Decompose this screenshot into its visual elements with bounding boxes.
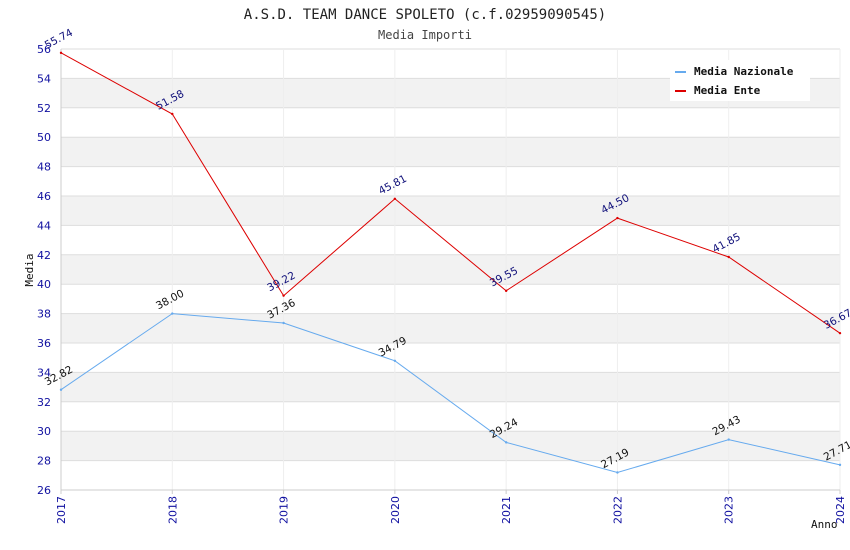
x-tick-label: 2024 <box>834 496 847 524</box>
y-tick-label: 40 <box>37 278 51 291</box>
plot-band <box>61 313 840 343</box>
x-tick-label: 2018 <box>166 496 179 524</box>
legend-box <box>670 60 810 101</box>
y-tick-label: 42 <box>37 249 51 262</box>
y-tick-label: 54 <box>37 72 51 85</box>
y-tick-label: 50 <box>37 131 51 144</box>
plot-band <box>61 372 840 402</box>
data-point <box>59 388 63 391</box>
y-tick-label: 38 <box>37 308 51 321</box>
data-point <box>282 321 285 325</box>
grid-lines <box>60 48 841 491</box>
x-tick-label: 2017 <box>55 496 68 524</box>
data-point <box>171 112 174 116</box>
legend-label-ente: Media Ente <box>694 84 761 97</box>
chart-title: A.S.D. TEAM DANCE SPOLETO (c.f.029590905… <box>244 7 606 23</box>
x-tick-label: 2022 <box>611 496 624 524</box>
plot-band <box>61 196 840 226</box>
y-tick-label: 36 <box>37 337 51 350</box>
series-lines <box>59 51 842 474</box>
y-tick-label: 52 <box>37 102 51 115</box>
y-tick-label: 28 <box>37 455 51 468</box>
data-point <box>282 294 285 297</box>
data-point <box>616 471 619 474</box>
data-point <box>504 289 508 293</box>
data-label: 41.85 <box>710 231 742 256</box>
x-tick-label: 2019 <box>278 496 291 524</box>
data-label: 45.81 <box>377 173 409 198</box>
y-axis-label: Media <box>23 253 36 286</box>
data-point <box>727 438 730 441</box>
x-tick-labels: 2017 2018 2019 2020 2021 2022 2023 2024 <box>55 496 847 524</box>
series-line-ente <box>60 52 841 334</box>
x-tick-label: 2021 <box>500 496 513 524</box>
y-tick-label: 46 <box>37 190 51 203</box>
y-tick-label: 56 <box>37 43 51 56</box>
x-axis-label: Anno <box>811 518 838 531</box>
legend: Media Nazionale Media Ente <box>670 60 810 101</box>
y-tick-label: 32 <box>37 396 51 409</box>
data-point <box>393 359 397 362</box>
y-tick-label: 48 <box>37 161 51 174</box>
data-point <box>727 255 730 259</box>
plot-band <box>61 254 840 285</box>
y-tick-labels: 26 28 30 32 34 36 38 40 42 44 46 48 50 52 54 56 <box>37 43 51 497</box>
y-tick-label: 30 <box>37 425 51 438</box>
y-tick-label: 26 <box>37 484 51 497</box>
y-tick-label: 34 <box>37 366 51 379</box>
chart-subtitle: Media Importi <box>378 28 472 42</box>
data-point <box>616 216 619 220</box>
data-label: 55.74 <box>43 27 75 52</box>
plot-band <box>61 431 840 461</box>
plot-bands <box>61 78 840 461</box>
legend-label-nazionale: Media Nazionale <box>694 65 794 78</box>
data-point <box>504 441 508 444</box>
data-point <box>838 463 842 467</box>
y-tick-label: 44 <box>37 219 51 232</box>
x-tick-label: 2023 <box>723 496 736 524</box>
data-point <box>59 51 63 55</box>
plot-band <box>61 137 840 167</box>
axes <box>60 49 841 494</box>
data-point <box>171 312 174 315</box>
data-point <box>393 197 397 200</box>
x-tick-label: 2020 <box>389 496 402 524</box>
data-point <box>838 331 842 335</box>
series-line-nazionale <box>60 313 841 474</box>
data-label: 38.00 <box>154 288 186 313</box>
